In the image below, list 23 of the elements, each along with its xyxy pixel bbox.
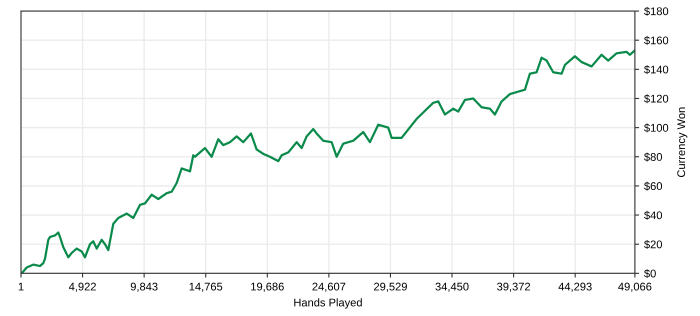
y-tick-label: $160 <box>644 36 668 45</box>
x-tick-label: 4,922 <box>68 282 96 292</box>
y-axis-title: Currency Won <box>677 108 688 178</box>
y-tick-label: $140 <box>644 65 668 74</box>
x-tick-label: 34,450 <box>435 282 469 292</box>
x-tick-label: 24,607 <box>312 282 346 292</box>
x-tick-label: 19,686 <box>251 282 284 292</box>
x-tick-label: 49,066 <box>618 282 652 292</box>
y-tick-label: $40 <box>644 210 662 220</box>
y-tick-label: $0 <box>644 269 656 278</box>
x-tick-label: 44,293 <box>558 282 592 292</box>
x-axis-title: Hands Played <box>294 298 362 309</box>
y-tick-label: $120 <box>644 94 668 104</box>
y-tick-label: $100 <box>644 123 668 132</box>
x-tick-label: 39,372 <box>497 282 530 292</box>
y-tick-label: $20 <box>644 240 662 249</box>
x-tick-label: 1 <box>18 282 24 290</box>
x-tick-label: 29,529 <box>374 282 407 292</box>
y-tick-label: $60 <box>644 182 662 191</box>
x-tick-label: 9,843 <box>130 282 158 292</box>
x-tick-label: 14,765 <box>190 282 222 292</box>
y-tick-label: $180 <box>644 6 668 16</box>
y-tick-label: $80 <box>644 152 662 162</box>
